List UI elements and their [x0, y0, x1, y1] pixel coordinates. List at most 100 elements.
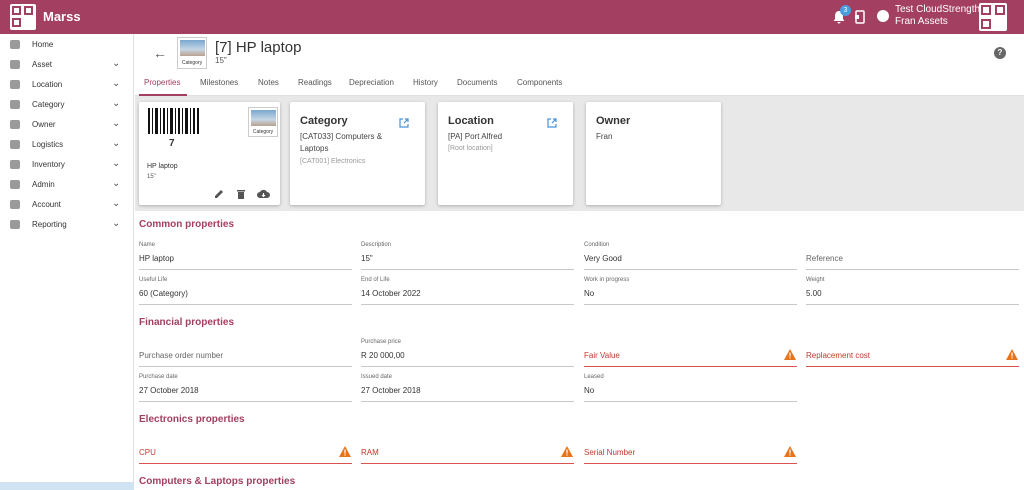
serial-number-field[interactable]: Serial Number — [584, 436, 797, 464]
tab-readings[interactable]: Readings — [298, 78, 332, 87]
field-value: 60 (Category) — [139, 289, 188, 298]
cloud-download-icon[interactable] — [257, 189, 270, 199]
user-org: Fran Assets — [895, 16, 948, 27]
chevron-down-icon: ⌄ — [112, 138, 121, 149]
purchase-price-field[interactable]: Purchase price R 20 000,00 — [361, 339, 574, 367]
field-value: 5.00 — [806, 289, 822, 298]
sidebar-item-label: Category — [32, 100, 65, 109]
owner-card-title: Owner — [596, 115, 631, 127]
tab-history[interactable]: History — [413, 78, 438, 87]
user-info[interactable]: Test CloudStrength Fran Assets — [895, 4, 980, 28]
edit-pencil-icon[interactable] — [214, 189, 224, 199]
field-label: Name — [139, 242, 156, 248]
warning-icon — [339, 446, 351, 457]
sidebar-item-owner[interactable]: Owner ⌄ — [0, 115, 134, 135]
external-link-icon[interactable] — [547, 118, 557, 128]
cart-icon — [10, 160, 20, 169]
laptop-image — [180, 40, 205, 56]
tab-milestones[interactable]: Milestones — [200, 78, 239, 87]
section-financial-properties: Financial properties — [139, 317, 235, 328]
laptop-image — [251, 110, 276, 126]
asset-card-sub: 15" — [147, 174, 156, 180]
cpu-field[interactable]: CPU — [139, 436, 352, 464]
field-label: Weight — [806, 277, 825, 283]
sidebar-item-reporting[interactable]: Reporting ⌄ — [0, 215, 134, 235]
owner-card: Owner Fran — [586, 102, 721, 205]
summary-cards: 7 Category HP laptop 15" Category [CAT03… — [135, 96, 1024, 211]
purchase-order-field[interactable]: Purchase order number — [139, 339, 352, 367]
field-value: 15" — [361, 254, 373, 263]
sidebar-item-label: Admin — [32, 180, 55, 189]
app-logo-icon[interactable] — [10, 4, 36, 30]
sidebar-item-inventory[interactable]: Inventory ⌄ — [0, 155, 134, 175]
sidebar-item-category[interactable]: Category ⌄ — [0, 95, 134, 115]
fair-value-field[interactable]: Fair Value — [584, 339, 797, 367]
sidebar-item-location[interactable]: Location ⌄ — [0, 75, 134, 95]
useful-life-field[interactable]: Useful Life 60 (Category) — [139, 277, 352, 305]
chevron-down-icon: ⌄ — [112, 118, 121, 129]
field-placeholder: Replacement cost — [806, 351, 871, 360]
delete-trash-icon[interactable] — [236, 189, 246, 199]
asset-thumbnail[interactable]: Category — [177, 37, 207, 69]
description-field[interactable]: Description 15" — [361, 242, 574, 270]
reference-field[interactable]: Reference — [806, 242, 1019, 270]
field-label: Leased — [584, 374, 604, 380]
user-icon[interactable] — [877, 10, 889, 22]
active-tab-indicator — [139, 94, 187, 96]
back-arrow-icon[interactable]: ← — [153, 45, 167, 61]
tab-properties[interactable]: Properties — [144, 78, 181, 87]
location-icon — [10, 80, 20, 89]
tab-notes[interactable]: Notes — [258, 78, 279, 87]
gear-icon — [10, 180, 20, 189]
external-link-icon[interactable] — [399, 118, 409, 128]
purchase-date-field[interactable]: Purchase date 27 October 2018 — [139, 374, 352, 402]
chevron-down-icon: ⌄ — [112, 58, 121, 69]
replacement-cost-field[interactable]: Replacement cost — [806, 339, 1019, 367]
name-field[interactable]: Name HP laptop — [139, 242, 352, 270]
chevron-down-icon: ⌄ — [112, 158, 121, 169]
qr-code-icon[interactable] — [979, 3, 1007, 31]
sidebar-item-label: Asset — [32, 60, 53, 69]
truck-icon — [10, 140, 20, 149]
leased-field[interactable]: Leased No — [584, 374, 797, 402]
field-value: 27 October 2018 — [139, 386, 199, 395]
sidebar-item-home[interactable]: Home — [0, 35, 134, 55]
home-icon — [10, 40, 20, 49]
location-card: Location [PA] Port Alfred [Root location… — [438, 102, 573, 205]
sidebar-item-admin[interactable]: Admin ⌄ — [0, 175, 134, 195]
condition-field[interactable]: Condition Very Good — [584, 242, 797, 270]
warning-icon — [784, 446, 796, 457]
field-value: 14 October 2022 — [361, 289, 421, 298]
page-subtitle: 15" — [215, 56, 227, 65]
field-value: No — [584, 386, 595, 395]
sidebar-item-logistics[interactable]: Logistics ⌄ — [0, 135, 134, 155]
field-value: Very Good — [584, 254, 622, 263]
asset-card-thumbnail[interactable]: Category — [248, 107, 278, 137]
field-label: End of Life — [361, 277, 390, 283]
ram-field[interactable]: RAM — [361, 436, 574, 464]
field-value: 27 October 2018 — [361, 386, 421, 395]
page-header: ← Category [7] HP laptop 15" ? — [135, 34, 1024, 74]
app-title: Marss — [43, 9, 81, 24]
tab-documents[interactable]: Documents — [457, 78, 498, 87]
help-icon[interactable]: ? — [994, 47, 1006, 59]
field-placeholder: RAM — [361, 448, 379, 457]
tab-depreciation[interactable]: Depreciation — [349, 78, 394, 87]
device-icon[interactable] — [855, 10, 865, 24]
asset-icon — [10, 60, 20, 69]
section-common-properties: Common properties — [139, 219, 235, 230]
end-of-life-field[interactable]: End of Life 14 October 2022 — [361, 277, 574, 305]
issued-date-field[interactable]: Issued date 27 October 2018 — [361, 374, 574, 402]
sidebar-item-asset[interactable]: Asset ⌄ — [0, 55, 134, 75]
sidebar-item-account[interactable]: Account ⌄ — [0, 195, 134, 215]
asset-card: 7 Category HP laptop 15" — [139, 102, 280, 205]
field-label: Purchase price — [361, 339, 402, 345]
tab-components[interactable]: Components — [517, 78, 563, 87]
field-placeholder: Reference — [806, 254, 843, 263]
asset-card-name: HP laptop — [147, 163, 178, 170]
top-bar: Marss 3 Test CloudStrength Fran Assets — [0, 0, 1024, 34]
section-computers-laptops-properties: Computers & Laptops properties — [139, 476, 296, 487]
weight-field[interactable]: Weight 5.00 — [806, 277, 1019, 305]
thumbnail-caption: Category — [181, 60, 203, 66]
work-in-progress-field[interactable]: Work in progress No — [584, 277, 797, 305]
